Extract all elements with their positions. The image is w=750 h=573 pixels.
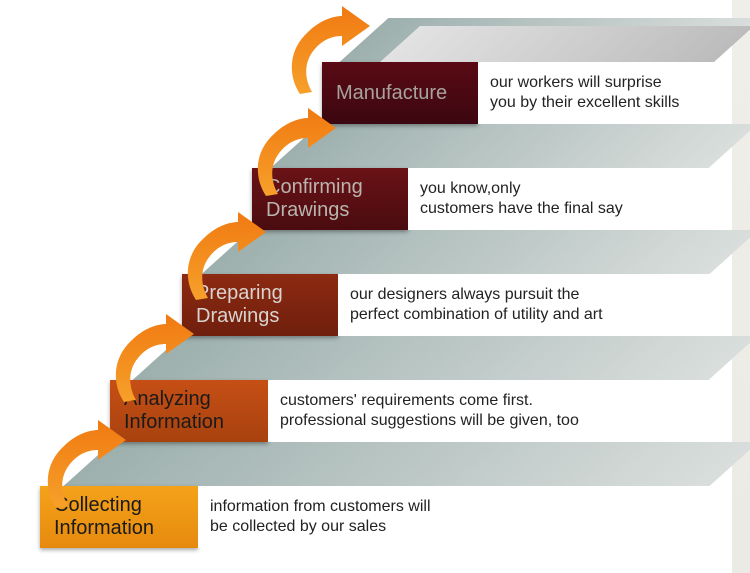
step-band: Manufactureour workers will surpriseyou … [322, 62, 732, 124]
stair-tread-top [380, 26, 750, 62]
up-arrow-icon [246, 108, 336, 203]
up-arrow-icon [176, 212, 266, 307]
step-description: our workers will surpriseyou by their ex… [478, 62, 732, 124]
right-slab [732, 0, 750, 573]
stair-tread [202, 230, 750, 274]
up-arrow-icon [104, 314, 194, 409]
step-band: CollectingInformationinformation from cu… [40, 486, 732, 548]
up-arrow-icon [36, 420, 126, 515]
up-arrow-icon [280, 6, 370, 101]
step-band: AnalyzingInformationcustomers' requireme… [110, 380, 732, 442]
step-description: information from customers willbe collec… [198, 486, 732, 548]
step-description: our designers always pursuit theperfect … [338, 274, 732, 336]
step-description: customers' requirements come first.profe… [268, 380, 732, 442]
stair-tread [271, 124, 750, 168]
stair-tread [133, 336, 750, 380]
stair-tread [64, 442, 750, 486]
step-description: you know,onlycustomers have the final sa… [408, 168, 732, 230]
